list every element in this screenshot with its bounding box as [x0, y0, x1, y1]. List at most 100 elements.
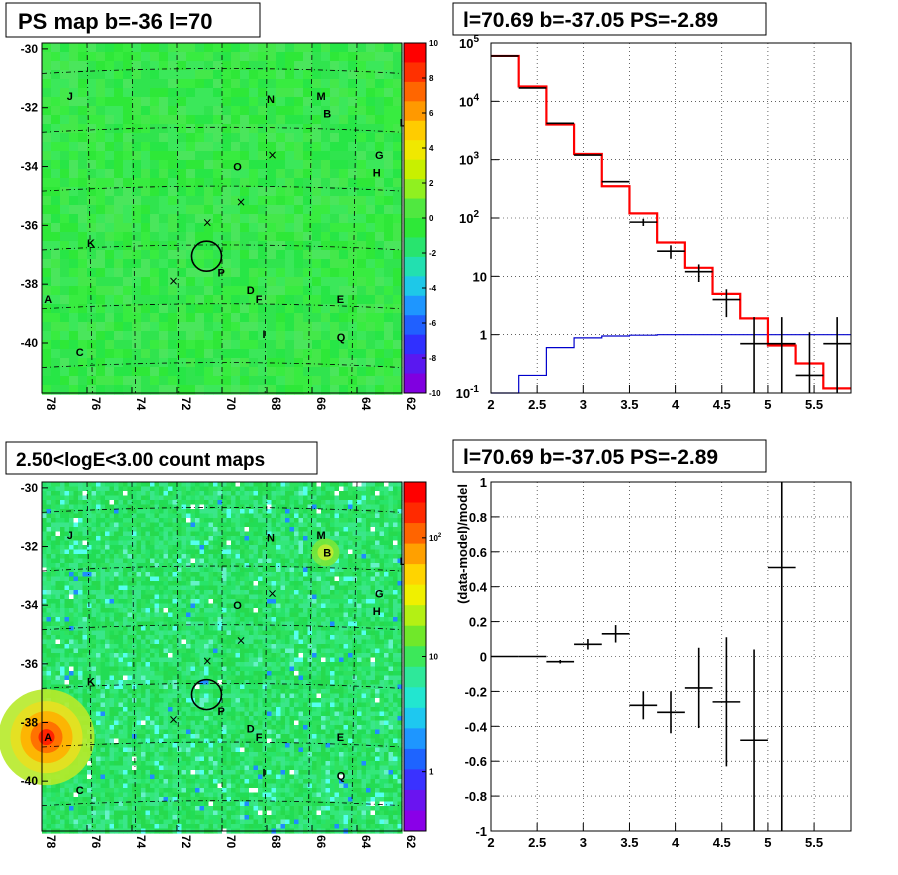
pixel — [127, 576, 133, 582]
pixel — [321, 259, 331, 269]
pixel — [172, 594, 178, 600]
pixel — [42, 322, 52, 332]
pixel — [60, 142, 70, 152]
pixel — [78, 824, 84, 830]
pixel — [123, 662, 129, 668]
pixel — [357, 277, 367, 287]
pixel — [285, 313, 295, 323]
pixel — [109, 581, 115, 587]
pixel — [69, 518, 75, 524]
pixel — [127, 545, 133, 551]
pixel — [42, 277, 52, 287]
pixel — [141, 788, 147, 794]
pixel — [42, 531, 48, 537]
pixel — [109, 486, 115, 492]
pixel — [159, 482, 165, 488]
pixel — [321, 142, 331, 152]
pixel — [366, 106, 376, 116]
pixel — [366, 268, 376, 278]
pixel — [348, 70, 358, 80]
pixel — [348, 133, 358, 143]
pixel — [51, 88, 61, 98]
pixel — [78, 491, 84, 497]
pixel — [145, 554, 151, 560]
pixel — [82, 554, 88, 560]
pixel — [46, 788, 52, 794]
pixel — [100, 698, 106, 704]
pixel — [348, 232, 358, 242]
pixel — [55, 554, 61, 560]
pixel — [136, 572, 142, 578]
pixel — [177, 671, 183, 677]
pixel — [87, 567, 93, 573]
pixel — [78, 160, 88, 170]
pixel — [393, 97, 403, 107]
pixel — [208, 738, 214, 744]
pixel — [150, 572, 156, 578]
pixel — [168, 725, 174, 731]
pixel — [78, 509, 84, 515]
pixel — [258, 151, 268, 161]
pixel — [186, 797, 192, 803]
pixel — [132, 725, 138, 731]
pixel — [204, 752, 210, 758]
pixel — [208, 783, 214, 789]
pixel — [276, 349, 286, 359]
pixel — [190, 693, 196, 699]
pixel — [168, 115, 178, 125]
pixel — [312, 160, 322, 170]
pixel — [78, 599, 84, 605]
pixel — [177, 241, 187, 251]
count-map-title-box: 2.50<logE<3.00 count maps — [5, 441, 318, 475]
pixel — [154, 734, 160, 740]
pixel — [60, 680, 66, 686]
pixel — [366, 223, 376, 233]
pixel — [172, 680, 178, 686]
pixel — [258, 169, 268, 179]
pixel — [208, 716, 214, 722]
pixel — [199, 765, 205, 771]
pixel — [208, 635, 214, 641]
pixel — [105, 567, 111, 573]
pixel — [145, 743, 151, 749]
pixel — [154, 558, 160, 564]
pixel — [159, 738, 165, 744]
pixel — [168, 43, 178, 53]
pixel — [82, 545, 88, 551]
pixel — [91, 572, 97, 578]
pixel — [69, 482, 75, 488]
pixel — [181, 716, 187, 722]
pixel — [132, 729, 138, 735]
pixel — [181, 509, 187, 515]
pixel — [172, 702, 178, 708]
pixel — [145, 500, 151, 506]
pixel — [100, 644, 106, 650]
pixel — [172, 729, 178, 735]
pixel — [348, 205, 358, 215]
pixel — [82, 522, 88, 528]
pixel — [222, 482, 228, 488]
pixel — [213, 648, 219, 654]
pixel — [150, 196, 160, 206]
grid-meridian — [86, 42, 93, 394]
pixel — [330, 250, 340, 260]
pixel — [123, 331, 133, 341]
pixel — [145, 644, 151, 650]
pixel — [348, 214, 358, 224]
pixel — [186, 500, 192, 506]
pixel — [118, 819, 124, 825]
pixel — [73, 572, 79, 578]
x-tick-label: 3.5 — [620, 397, 638, 412]
pixel — [199, 576, 205, 582]
pixel — [154, 693, 160, 699]
pixel — [109, 792, 115, 798]
pixel — [181, 531, 187, 537]
pixel — [64, 819, 70, 825]
pixel — [114, 585, 120, 591]
pixel — [141, 214, 151, 224]
pixel — [51, 52, 61, 62]
pixel — [136, 716, 142, 722]
pixel — [60, 482, 66, 488]
pixel — [177, 738, 183, 744]
pixel — [114, 545, 120, 551]
